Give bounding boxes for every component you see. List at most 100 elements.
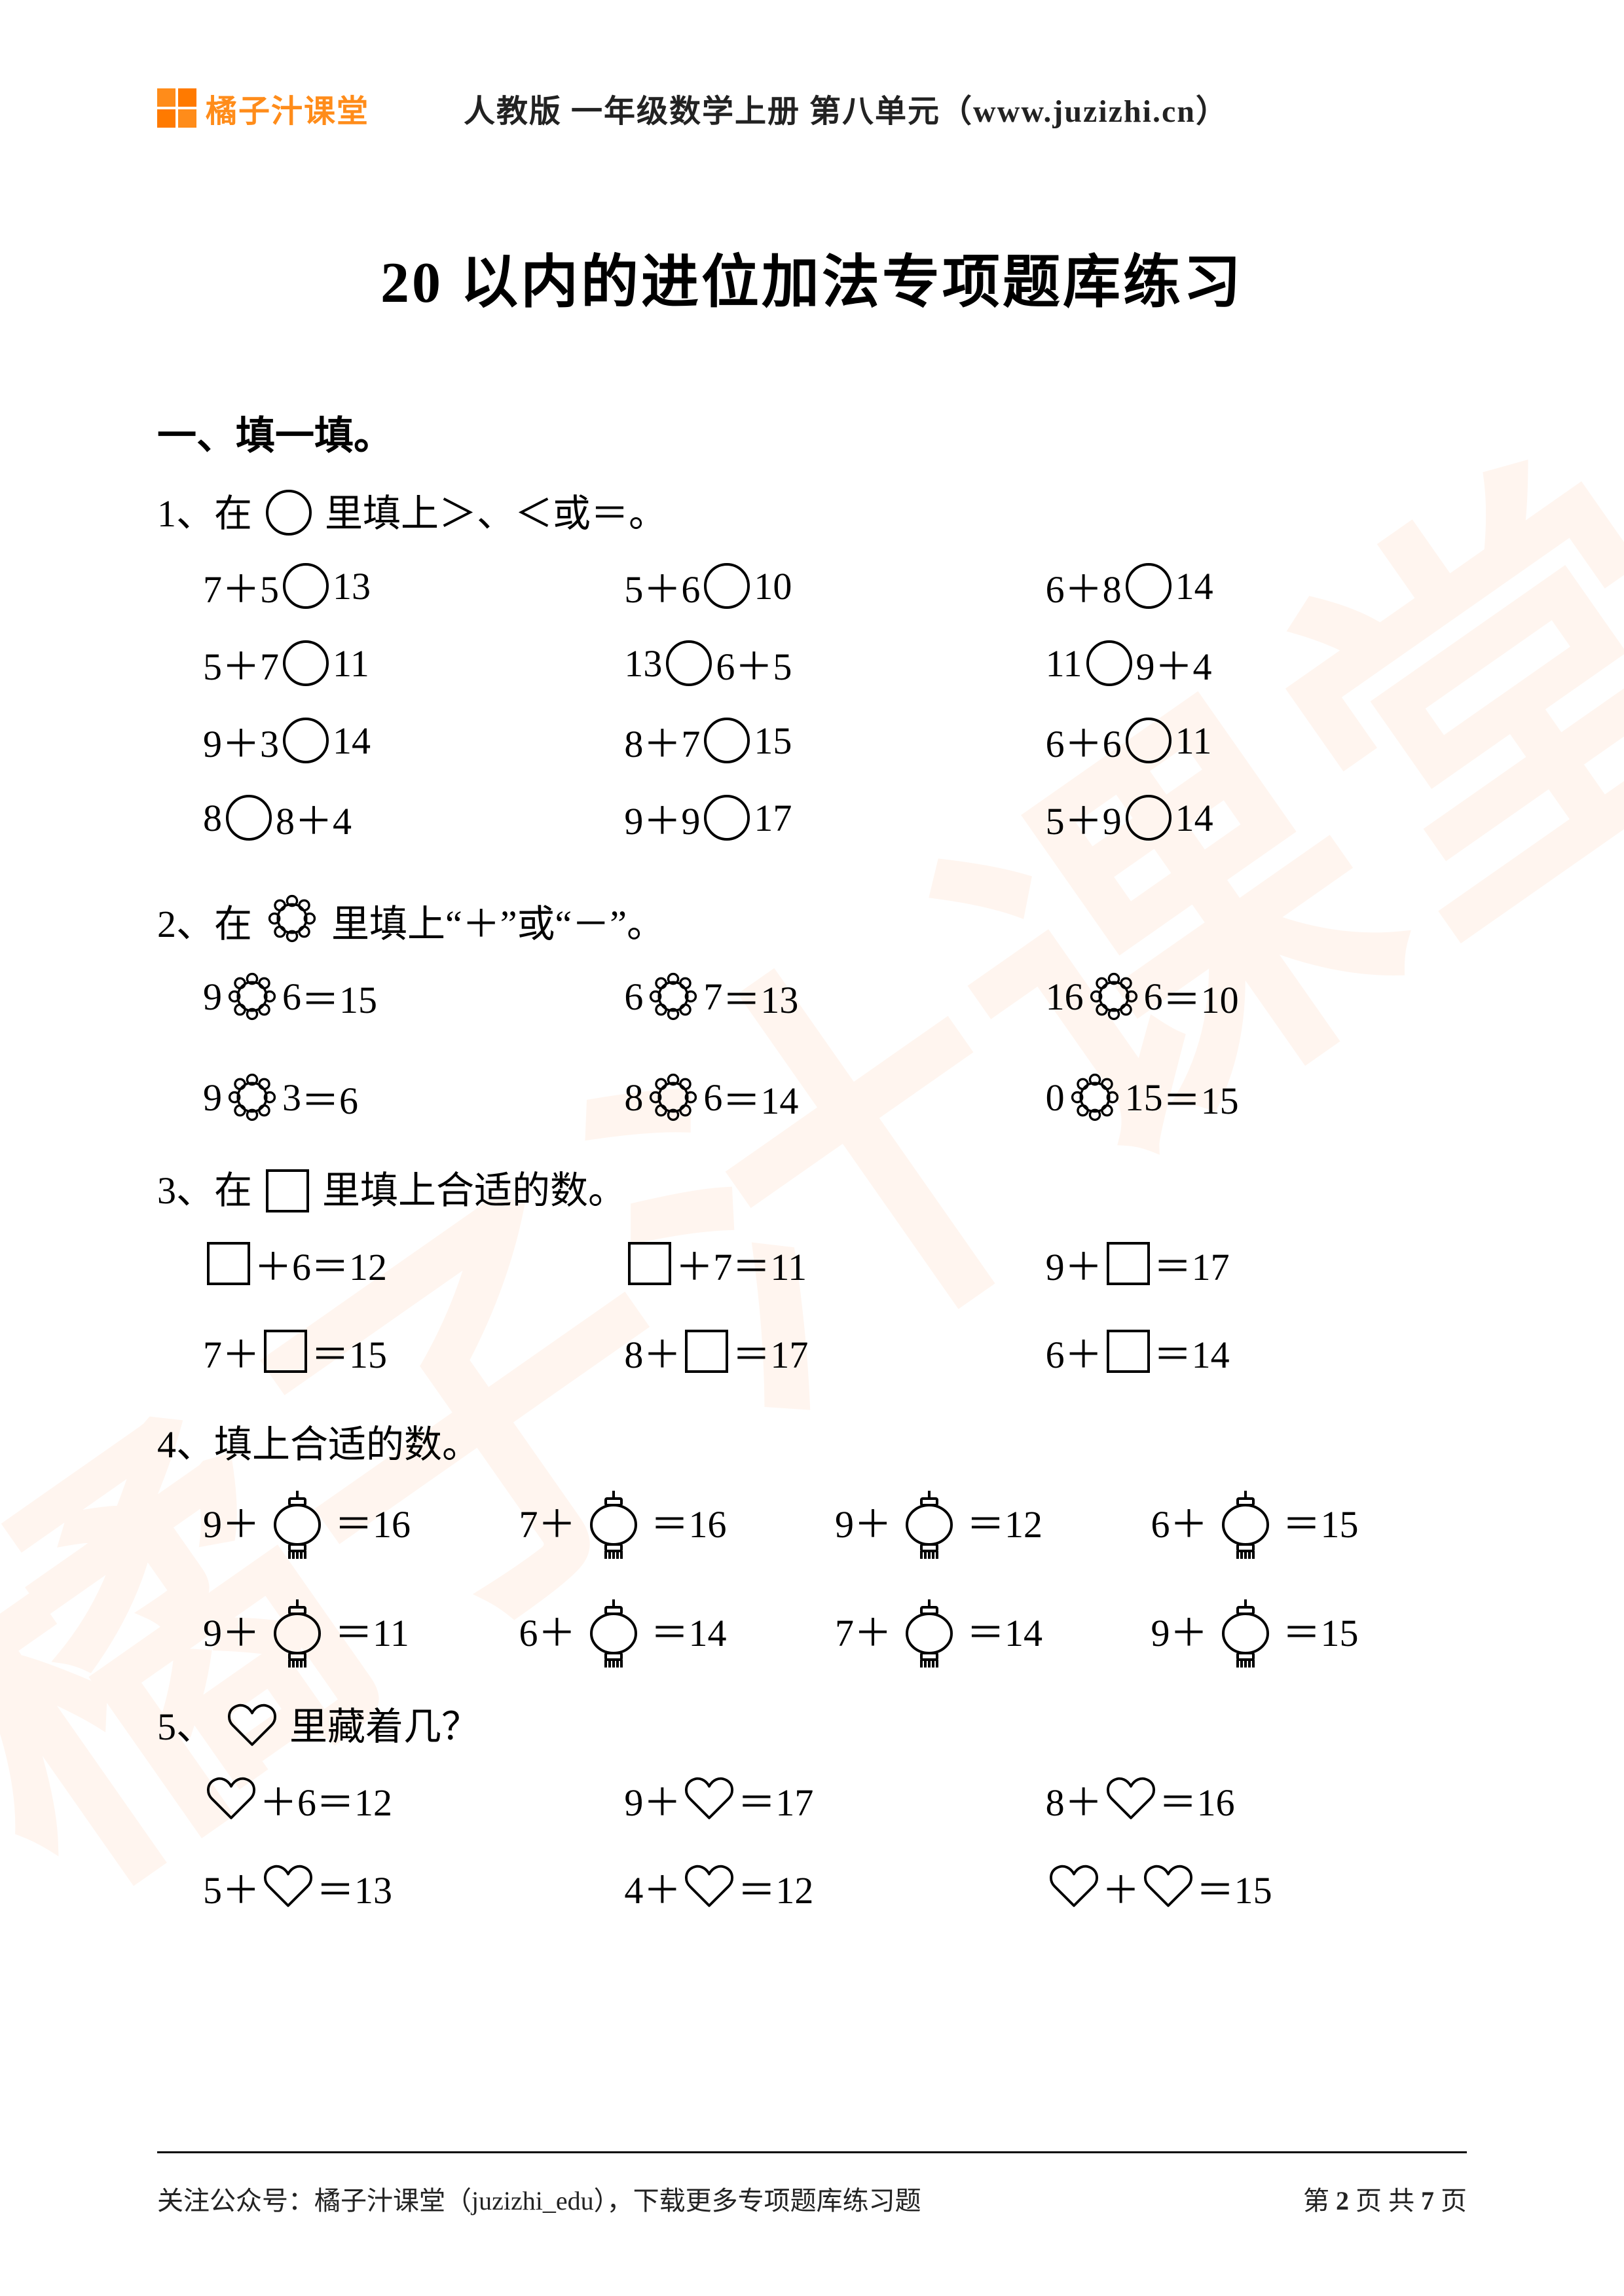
q1-prompt: 1、在 里填上＞、＜或＝。 <box>157 487 1467 540</box>
lantern-blank[interactable] <box>261 1598 333 1670</box>
content: 橘子汁课堂 人教版 一年级数学上册 第八单元（www.juzizhi.cn） 2… <box>0 0 1624 1914</box>
lantern-blank[interactable] <box>1209 1598 1282 1670</box>
rhs: 15 <box>754 719 792 763</box>
q2-item: 6 7＝13 <box>624 969 1045 1024</box>
lhs: 5＋7 <box>203 636 279 691</box>
eq: ＝14 <box>651 1602 727 1657</box>
box-blank[interactable] <box>628 1242 671 1285</box>
num-b: 15 <box>1125 1076 1163 1120</box>
expr-pre: 9＋ <box>624 1772 681 1827</box>
footer-text: 页 共 <box>1349 2186 1421 2215</box>
box-blank[interactable] <box>1107 1242 1150 1285</box>
flower-blank[interactable] <box>1067 1070 1122 1125</box>
q2-item: 8 6＝14 <box>624 1070 1045 1125</box>
eq: ＝6 <box>301 1070 358 1125</box>
lantern-blank[interactable] <box>893 1598 965 1670</box>
q5-item: 4＋＝12 <box>624 1859 1045 1914</box>
circle-blank[interactable] <box>1126 718 1172 763</box>
q3-item: 9＋＝17 <box>1046 1236 1467 1291</box>
q3-item: 7＋＝15 <box>203 1324 624 1379</box>
flower-blank[interactable] <box>1086 969 1141 1024</box>
footer-left: 关注公众号：橘子汁课堂（juzizhi_edu），下载更多专项题库练习题 <box>157 2179 921 2217</box>
q1-item: 9＋314 <box>203 713 624 768</box>
header-title: 人教版 一年级数学上册 第八单元（www.juzizhi.cn） <box>384 85 1308 131</box>
circle-blank[interactable] <box>1126 795 1172 841</box>
circle-blank[interactable] <box>1086 640 1132 686</box>
expr-pre: 4＋ <box>624 1859 681 1914</box>
q5-prompt: 5、 里藏着几？ <box>157 1700 1467 1753</box>
expr-pre: 6＋ <box>1151 1493 1208 1548</box>
eq: ＝15 <box>1163 1070 1239 1125</box>
eq: ＝15 <box>1283 1493 1359 1548</box>
heart-blank[interactable] <box>206 1776 257 1822</box>
flower-blank[interactable] <box>225 1070 280 1125</box>
lhs: 5＋6 <box>624 558 700 613</box>
plus: ＋ <box>1102 1859 1140 1914</box>
eq: ＝14 <box>967 1602 1043 1657</box>
q2-item: 16 6＝10 <box>1046 969 1467 1024</box>
box-blank[interactable] <box>1107 1330 1150 1373</box>
lantern-blank[interactable] <box>1209 1489 1282 1561</box>
heart-blank[interactable] <box>1105 1776 1156 1822</box>
heart-blank[interactable] <box>263 1864 314 1910</box>
rhs: 11 <box>1175 719 1212 763</box>
heart-blank[interactable] <box>1048 1864 1099 1910</box>
eq: ＝15 <box>1283 1602 1359 1657</box>
rhs: 14 <box>1175 796 1213 840</box>
expr-pre: 9＋ <box>835 1493 892 1548</box>
box-blank[interactable] <box>264 1330 307 1373</box>
q1-item: 7＋513 <box>203 558 624 613</box>
lhs: 6＋6 <box>1046 713 1122 768</box>
expr-pre: 9＋ <box>1151 1602 1208 1657</box>
q4-item: 6＋ ＝15 <box>1151 1489 1467 1552</box>
circle-blank[interactable] <box>226 795 272 841</box>
q2-item: 9 3＝6 <box>203 1070 624 1125</box>
q4-item: 7＋ ＝16 <box>519 1489 836 1552</box>
q3-prompt-suffix: 里填上合适的数。 <box>322 1169 626 1212</box>
lantern-blank[interactable] <box>578 1489 650 1561</box>
logo: 橘子汁课堂 <box>157 85 369 131</box>
lantern-blank[interactable] <box>261 1489 333 1561</box>
heart-blank[interactable] <box>684 1776 735 1822</box>
eq: ＝11 <box>335 1602 409 1657</box>
rhs: 6＋5 <box>716 636 792 691</box>
circle-blank[interactable] <box>704 563 750 609</box>
box-blank[interactable] <box>685 1330 728 1373</box>
heart-blank[interactable] <box>684 1864 735 1910</box>
lantern-blank[interactable] <box>578 1598 650 1670</box>
circle-blank[interactable] <box>283 563 329 609</box>
lhs: 9＋3 <box>203 713 279 768</box>
num-a: 16 <box>1046 975 1084 1019</box>
lhs: 8＋7 <box>624 713 700 768</box>
q1-prompt-suffix: 里填上＞、＜或＝。 <box>325 492 667 535</box>
q5-grid: ＋6＝129＋＝178＋＝165＋＝134＋＝12＋＝15 <box>203 1772 1467 1914</box>
circle-blank[interactable] <box>704 718 750 763</box>
rhs: 11 <box>333 642 369 685</box>
num-a: 0 <box>1046 1076 1065 1120</box>
box-blank[interactable] <box>207 1242 250 1285</box>
q5-item: 5＋＝13 <box>203 1859 624 1914</box>
circle-blank[interactable] <box>283 718 329 763</box>
expr: ＋6＝12 <box>254 1236 387 1291</box>
q4-item: 9＋ ＝12 <box>835 1489 1151 1552</box>
q1-item: 88＋4 <box>203 790 624 845</box>
circle-blank[interactable] <box>666 640 712 686</box>
circle-blank[interactable] <box>704 795 750 841</box>
flower-blank[interactable] <box>646 1070 701 1125</box>
flower-blank[interactable] <box>225 969 280 1024</box>
rhs: 17 <box>754 796 792 840</box>
heart-blank[interactable] <box>1143 1864 1194 1910</box>
expr-pre: 5＋ <box>203 1859 260 1914</box>
q3-item: ＋6＝12 <box>203 1236 624 1291</box>
circle-blank[interactable] <box>283 640 329 686</box>
footer-text: 页 <box>1434 2186 1467 2215</box>
expr-pre: 6＋ <box>1046 1324 1103 1379</box>
rhs: 8＋4 <box>276 790 352 845</box>
lantern-blank[interactable] <box>893 1489 965 1561</box>
eq: ＝13 <box>722 969 798 1024</box>
flower-blank[interactable] <box>646 969 701 1024</box>
eq: ＝15 <box>301 969 377 1024</box>
eq: ＝14 <box>722 1070 798 1125</box>
circle-blank[interactable] <box>1126 563 1172 609</box>
q4-prompt: 4、填上合适的数。 <box>157 1418 1467 1471</box>
